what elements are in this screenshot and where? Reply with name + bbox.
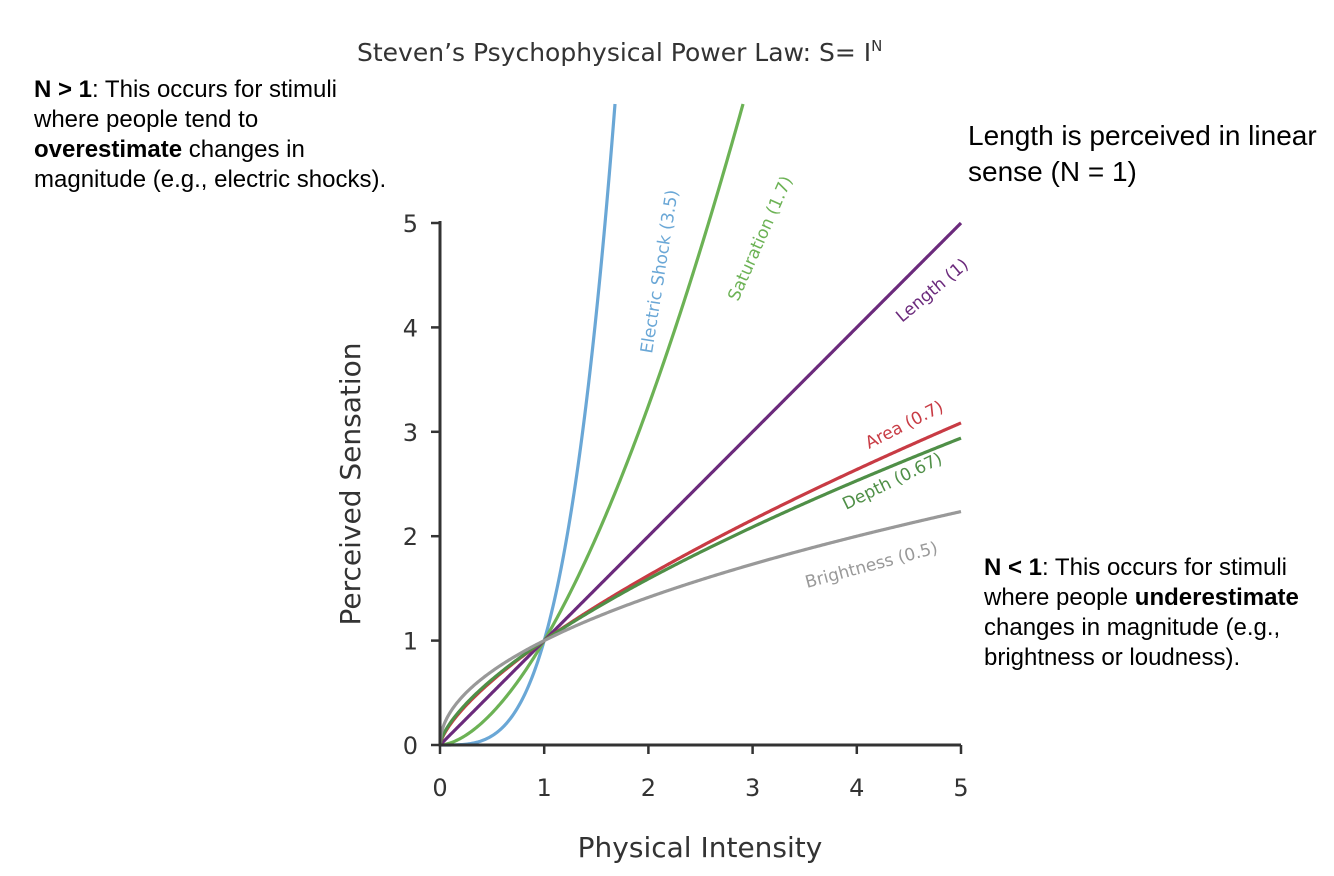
curve-label-area-0-7: Area (0.7) (862, 397, 947, 453)
note-right-pre: : This occurs for stimuli where people (984, 554, 1287, 611)
y-tick-label: 0 (403, 732, 418, 760)
note-right-bold2: underestimate (1134, 584, 1299, 611)
note-underestimate: N < 1: This occurs for stimuli where peo… (984, 553, 1334, 673)
ticks-group: 0 1 2 3 4 5 0 1 2 3 4 5 (403, 210, 969, 802)
curve-label-saturation-1-7: Saturation (1.7) (724, 173, 797, 304)
chart-title-superscript: N (871, 37, 882, 55)
x-tick-label: 3 (745, 774, 760, 802)
y-tick-label: 5 (403, 210, 418, 238)
chart-title: Steven’s Psychophysical Power Law: S= IN (357, 37, 882, 67)
x-tick-label: 5 (953, 774, 968, 802)
note-left-post: changes in magnitude (e.g., electric sho… (34, 136, 387, 193)
note-left-bold2: overestimate (34, 136, 183, 163)
y-tick-label: 2 (403, 523, 418, 551)
x-tick-label: 1 (537, 774, 552, 802)
axes-group (438, 221, 961, 747)
y-tick-label: 4 (403, 314, 418, 342)
note-right-bold: N < 1 (984, 554, 1043, 581)
note-left-bold: N > 1 (34, 76, 93, 103)
curve-labels-group: Electric Shock (3.5) Saturation (1.7) Leng… (637, 173, 973, 593)
curve-label-brightness-0-5: Brightness (0.5) (803, 538, 940, 593)
note-overestimate: N > 1: This occurs for stimuli where peo… (34, 75, 394, 195)
y-tick-label: 1 (403, 628, 418, 656)
chart-title-main: Steven’s Psychophysical Power Law: S= I (357, 38, 871, 67)
curve-label-length-1: Length (1) (892, 255, 972, 327)
note-left-pre: : This occurs for stimuli where people t… (34, 76, 337, 133)
y-tick-label: 3 (403, 419, 418, 447)
curve-depth-0-67 (438, 436, 962, 746)
x-axis-label: Physical Intensity (578, 831, 823, 864)
x-tick-label: 4 (849, 774, 864, 802)
curve-length-1 (438, 221, 963, 747)
curve-saturation-1-7 (439, 103, 745, 747)
y-axis-label: Perceived Sensation (334, 342, 367, 625)
note-right-post: changes in magnitude (e.g., brightness o… (984, 614, 1281, 671)
note-linear: Length is perceived in linear sense (N =… (968, 120, 1317, 187)
x-tick-label: 2 (641, 774, 656, 802)
curve-brightness-0-5 (438, 509, 962, 746)
x-tick-label: 0 (432, 774, 447, 802)
